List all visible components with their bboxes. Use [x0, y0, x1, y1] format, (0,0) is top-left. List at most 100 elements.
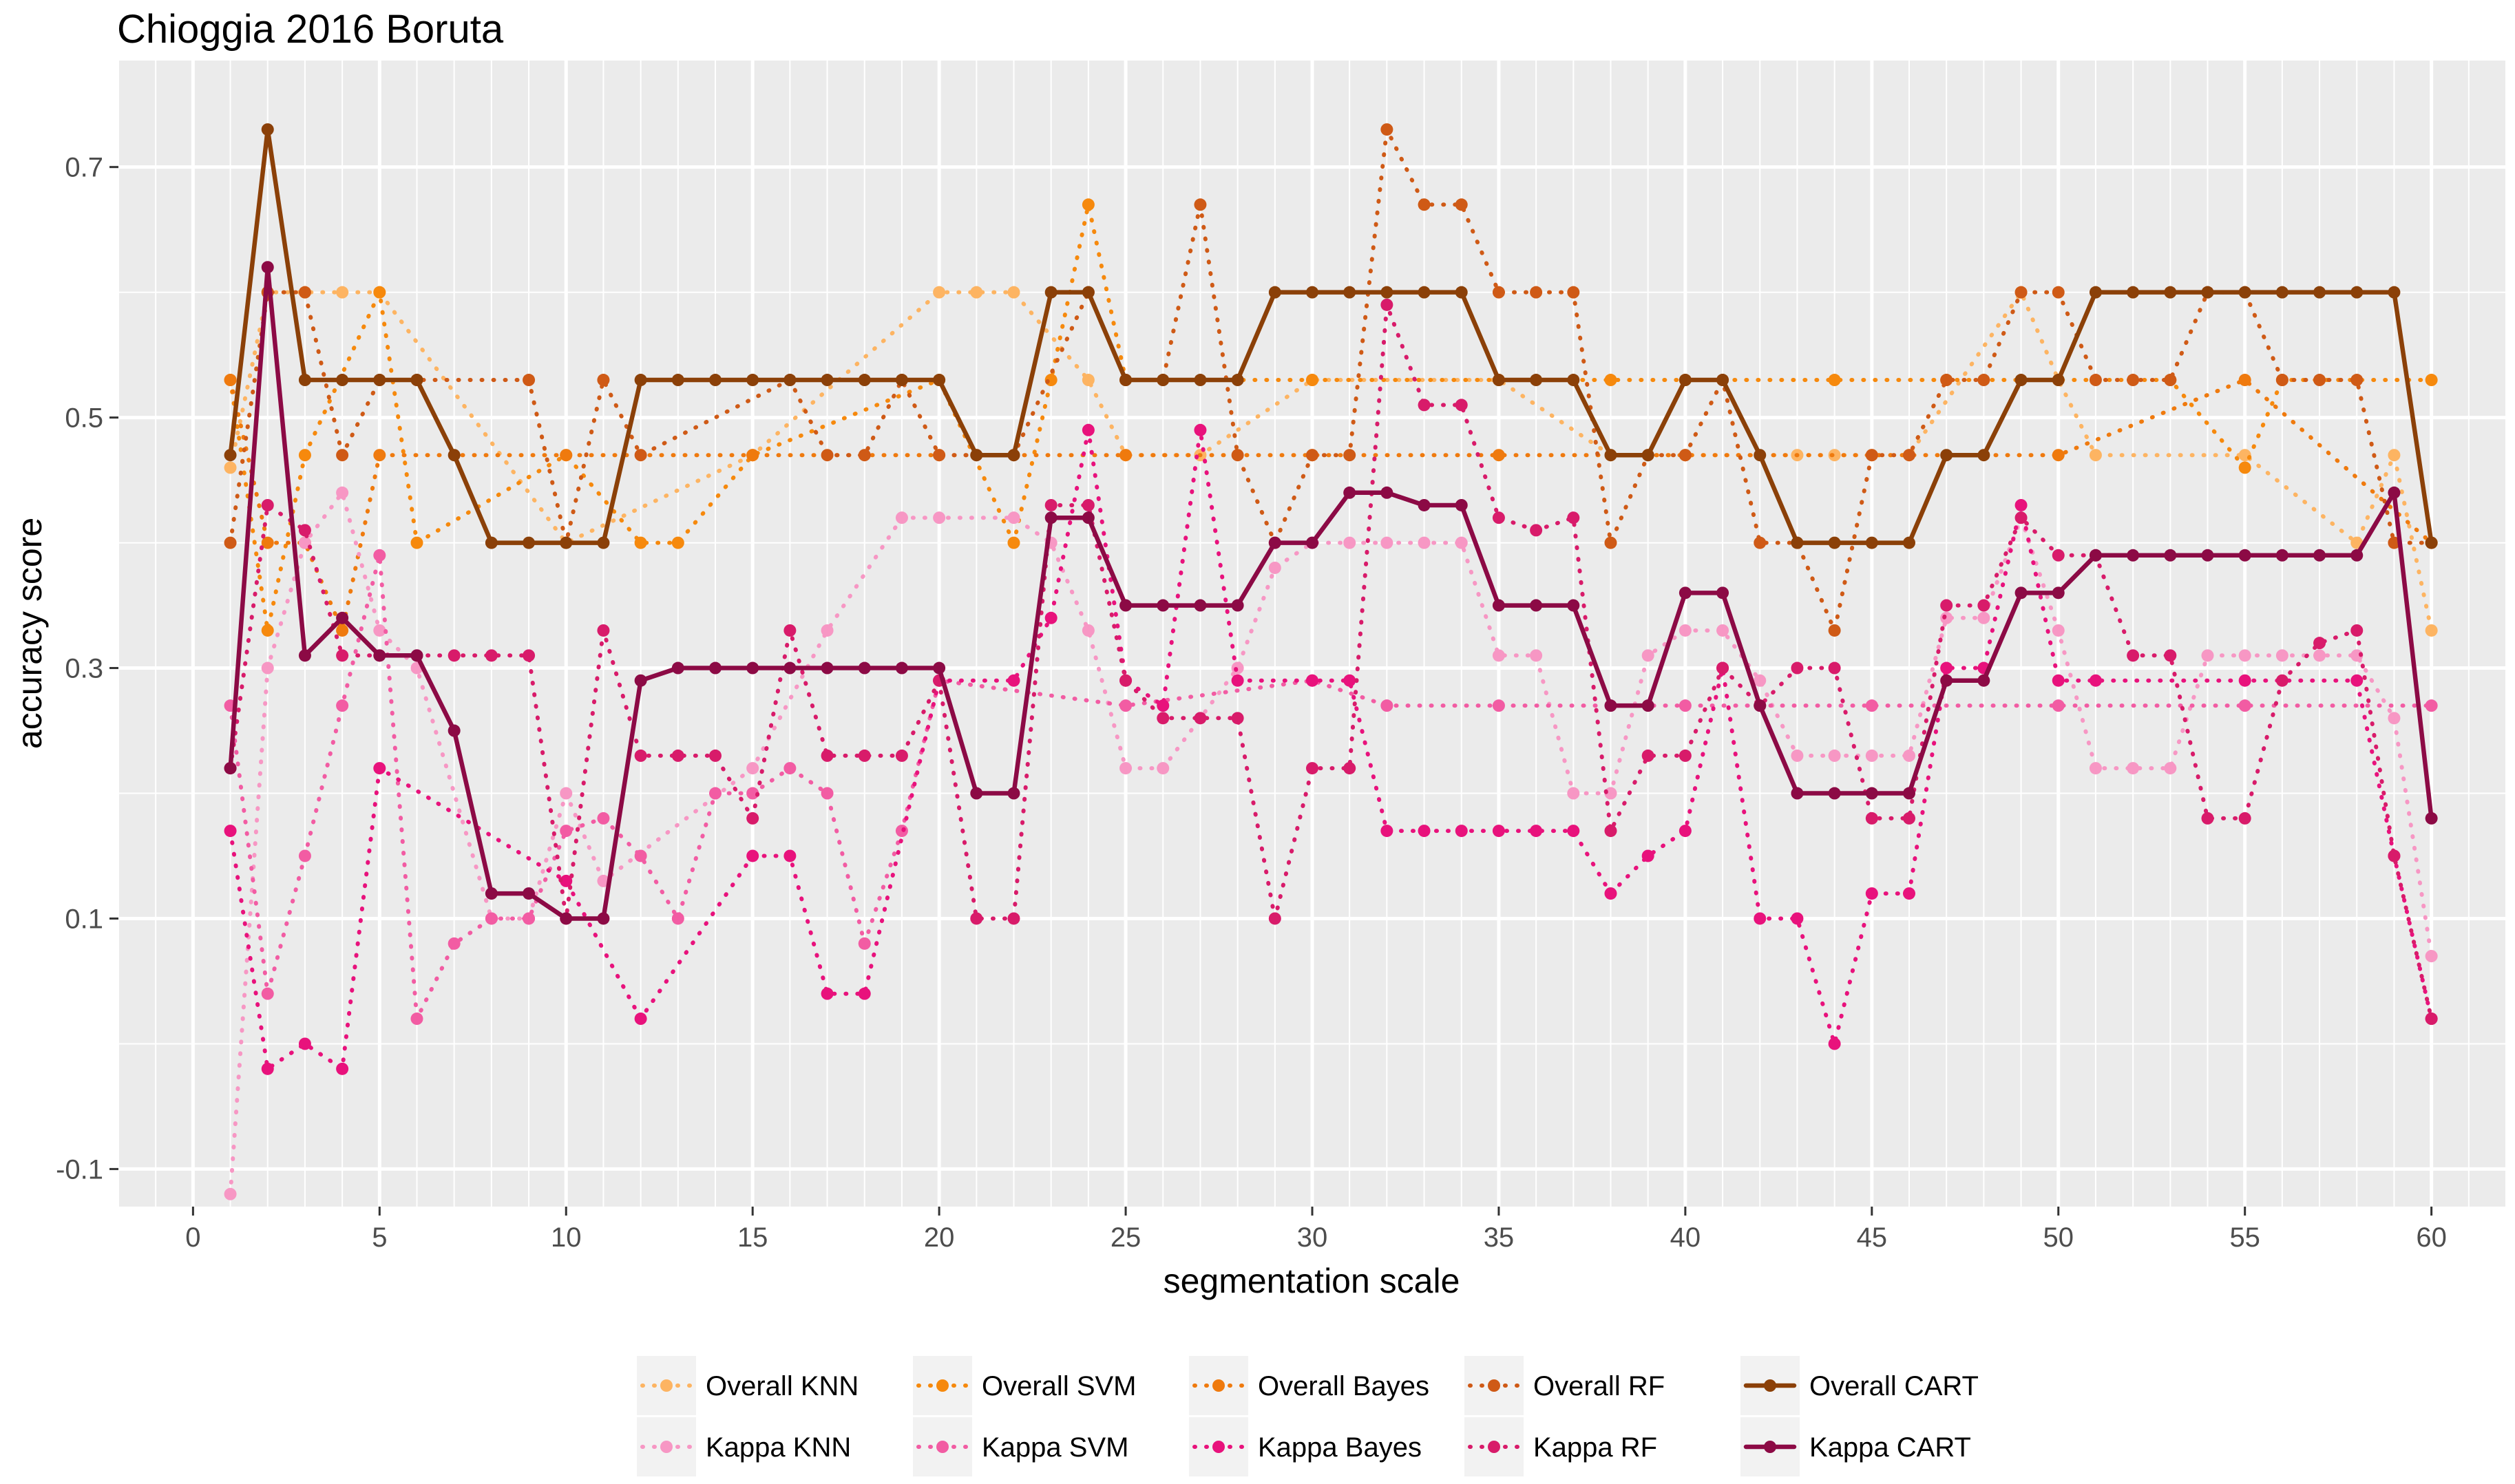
data-point-kappa-svm — [821, 787, 834, 800]
legend-item-overall-bayes: Overall Bayes — [1189, 1356, 1429, 1415]
data-point-kappa-knn — [2388, 712, 2401, 725]
data-point-overall-rf — [2350, 374, 2364, 387]
data-point-overall-cart — [597, 536, 610, 549]
data-point-kappa-cart — [933, 661, 946, 675]
data-point-overall-svm — [671, 536, 684, 549]
data-point-overall-rf — [821, 449, 834, 462]
data-point-overall-cart — [261, 123, 274, 136]
data-point-overall-cart — [709, 374, 722, 387]
data-point-overall-cart — [336, 374, 349, 387]
data-point-kappa-bayes — [336, 1062, 349, 1075]
data-point-kappa-svm — [1679, 699, 1692, 712]
data-point-kappa-knn — [2201, 649, 2214, 662]
data-point-overall-rf — [858, 449, 871, 462]
legend-label: Kappa RF — [1533, 1432, 1657, 1463]
legend-item-overall-cart: Overall CART — [1740, 1356, 1979, 1415]
data-point-kappa-cart — [2164, 549, 2177, 562]
data-point-kappa-bayes — [1567, 825, 1580, 838]
legend-item-kappa-knn: Kappa KNN — [637, 1417, 851, 1476]
data-point-kappa-rf — [1716, 661, 1729, 675]
legend-key-point — [936, 1441, 949, 1453]
x-tick-label: 30 — [1297, 1222, 1328, 1253]
data-point-kappa-rf — [1977, 599, 1990, 612]
data-point-overall-svm — [261, 624, 274, 637]
data-point-kappa-cart — [2238, 549, 2251, 562]
data-point-overall-rf — [1754, 536, 1767, 549]
data-point-kappa-cart — [2127, 549, 2140, 562]
data-point-kappa-rf — [1679, 749, 1692, 762]
data-point-overall-cart — [2201, 286, 2214, 299]
data-point-kappa-knn — [2425, 950, 2438, 963]
data-point-overall-rf — [336, 449, 349, 462]
data-point-overall-rf — [2275, 374, 2288, 387]
data-point-kappa-cart — [1828, 787, 1841, 800]
data-point-overall-cart — [1903, 536, 1915, 549]
data-point-kappa-rf — [336, 649, 349, 662]
data-point-overall-rf — [1977, 374, 1990, 387]
data-point-kappa-knn — [2052, 624, 2065, 637]
data-point-kappa-cart — [634, 674, 647, 687]
data-point-overall-rf — [1567, 286, 1580, 299]
data-point-kappa-svm — [485, 912, 498, 925]
series-line-kappa-cart — [228, 264, 2434, 921]
data-point-kappa-bayes — [560, 874, 573, 887]
data-point-kappa-cart — [523, 887, 536, 900]
data-point-kappa-knn — [1716, 624, 1729, 637]
data-point-kappa-bayes — [1007, 674, 1020, 687]
legend-key-point — [936, 1379, 949, 1392]
data-point-kappa-rf — [298, 524, 311, 537]
x-tick-label: 25 — [1111, 1222, 1141, 1253]
data-point-kappa-cart — [560, 912, 573, 925]
data-point-overall-cart — [1231, 374, 1244, 387]
legend-key-point — [1212, 1441, 1225, 1453]
data-point-kappa-svm — [1492, 699, 1505, 712]
data-point-kappa-knn — [746, 762, 759, 775]
data-point-kappa-cart — [1492, 599, 1505, 612]
data-point-kappa-rf — [709, 749, 722, 762]
data-point-overall-cart — [1828, 536, 1841, 549]
data-point-overall-knn — [1828, 449, 1841, 462]
data-point-kappa-bayes — [373, 762, 386, 775]
data-point-kappa-cart — [858, 661, 871, 675]
data-point-kappa-rf — [1157, 712, 1170, 725]
data-point-overall-rf — [2014, 286, 2028, 299]
data-point-kappa-knn — [1007, 511, 1020, 524]
data-point-kappa-cart — [2201, 549, 2214, 562]
data-point-kappa-knn — [1268, 561, 1281, 574]
data-point-overall-cart — [746, 374, 759, 387]
data-point-overall-cart — [1157, 374, 1170, 387]
data-point-kappa-bayes — [1754, 912, 1767, 925]
data-point-overall-cart — [1604, 449, 1617, 462]
data-point-overall-cart — [1380, 286, 1393, 299]
data-point-kappa-cart — [1380, 486, 1393, 499]
data-point-kappa-cart — [1754, 699, 1767, 712]
data-point-overall-cart — [1977, 449, 1990, 462]
data-point-overall-svm — [2238, 461, 2251, 474]
data-point-kappa-knn — [1455, 536, 1468, 549]
data-point-kappa-rf — [1492, 511, 1505, 524]
legend-key-point — [660, 1379, 673, 1392]
data-point-kappa-cart — [1194, 599, 1207, 612]
x-tick-label: 40 — [1670, 1222, 1701, 1253]
data-point-kappa-rf — [821, 749, 834, 762]
data-point-kappa-bayes — [783, 849, 797, 862]
data-point-kappa-svm — [746, 787, 759, 800]
y-tick-label: 0.1 — [65, 904, 103, 934]
data-point-kappa-svm — [1865, 699, 1878, 712]
data-point-kappa-rf — [1418, 399, 1431, 412]
data-point-overall-rf — [1865, 449, 1878, 462]
data-point-kappa-svm — [634, 849, 647, 862]
data-point-kappa-cart — [1903, 787, 1915, 800]
data-point-kappa-bayes — [1679, 825, 1692, 838]
data-point-kappa-knn — [1567, 787, 1580, 800]
data-point-kappa-cart — [448, 724, 461, 737]
series-line-kappa-rf — [228, 302, 2434, 1021]
data-point-kappa-cart — [1455, 498, 1468, 511]
data-point-kappa-rf — [1119, 674, 1133, 687]
data-point-overall-svm — [634, 536, 647, 549]
data-point-kappa-rf — [1455, 399, 1468, 412]
data-point-overall-rf — [2388, 536, 2401, 549]
data-point-kappa-cart — [1044, 511, 1057, 524]
data-point-kappa-cart — [1791, 787, 1804, 800]
data-point-kappa-knn — [373, 624, 386, 637]
